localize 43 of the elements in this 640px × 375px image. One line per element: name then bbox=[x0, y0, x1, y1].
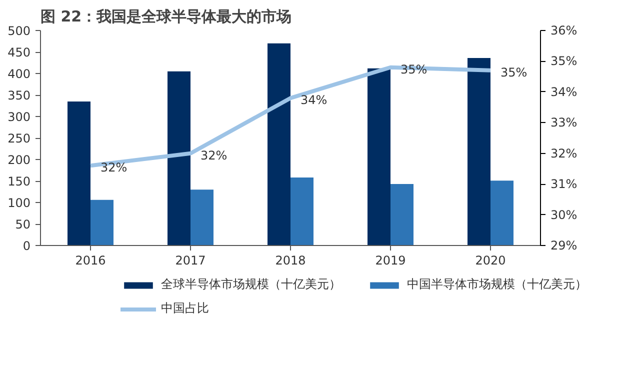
y2-tick-label: 30% bbox=[550, 208, 578, 222]
x-tick-label: 2016 bbox=[75, 254, 106, 268]
y-tick-label: 0 bbox=[22, 239, 31, 253]
chart-title: 图 22：我国是全球半导体最大的市场 bbox=[40, 8, 292, 26]
data-label: 34% bbox=[300, 93, 328, 108]
data-label: 32% bbox=[200, 148, 228, 162]
y2-tick-label: 36% bbox=[550, 24, 578, 38]
y2-tick-label: 34% bbox=[550, 84, 578, 99]
bar bbox=[490, 180, 514, 246]
x-tick-label: 2017 bbox=[175, 254, 206, 268]
y-tick-label: 50 bbox=[15, 218, 31, 232]
y-tick-label: 150 bbox=[8, 174, 30, 188]
bar bbox=[290, 178, 314, 246]
y-tick-label: 100 bbox=[8, 196, 30, 210]
y-tick-label: 250 bbox=[8, 132, 30, 146]
bar bbox=[68, 101, 90, 246]
y2-tick-label: 31% bbox=[550, 177, 578, 192]
y2-tick-label: 33% bbox=[550, 116, 578, 130]
bar bbox=[90, 200, 114, 246]
legend-label: 全球半导体市场规模（十亿美元） bbox=[161, 276, 341, 293]
y-tick-label: 450 bbox=[8, 46, 30, 60]
data-label: 35% bbox=[500, 65, 528, 80]
legend-label: 中国半导体市场规模（十亿美元） bbox=[407, 276, 587, 293]
bar bbox=[468, 58, 490, 246]
x-tick-label: 2019 bbox=[375, 254, 406, 268]
y-tick-label: 500 bbox=[8, 24, 30, 38]
y-tick-label: 400 bbox=[8, 67, 30, 81]
x-tick-label: 2020 bbox=[475, 254, 506, 268]
y2-tick-label: 32% bbox=[550, 146, 578, 160]
data-label: 32% bbox=[100, 160, 128, 175]
y2-tick-label: 35% bbox=[550, 54, 578, 68]
data-label: 35% bbox=[400, 62, 428, 76]
bar bbox=[190, 190, 214, 246]
bar bbox=[268, 43, 290, 246]
bar bbox=[368, 68, 390, 246]
y2-tick-label: 29% bbox=[550, 238, 578, 252]
y-tick-label: 200 bbox=[8, 153, 30, 167]
bar bbox=[390, 184, 414, 246]
y-tick-label: 300 bbox=[8, 110, 30, 124]
x-tick-label: 2018 bbox=[275, 254, 306, 268]
legend-label: 中国占比 bbox=[161, 300, 209, 317]
bar bbox=[168, 71, 190, 246]
y-tick-label: 350 bbox=[8, 88, 30, 102]
